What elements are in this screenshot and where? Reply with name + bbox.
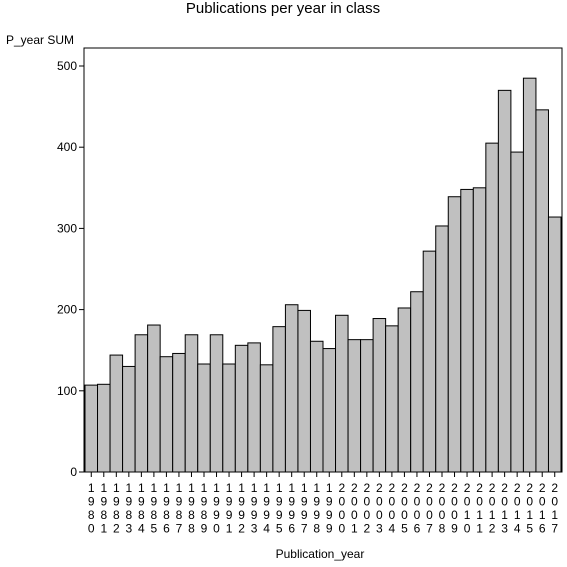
bar-1981 xyxy=(97,383,111,473)
bar-2014 xyxy=(510,151,524,473)
bar-1998 xyxy=(309,340,324,473)
y-axis-label: P_year SUM xyxy=(6,33,74,47)
bar-2013 xyxy=(497,89,512,473)
plot-frame xyxy=(83,47,563,473)
bar-2012 xyxy=(485,142,499,473)
bar-2007 xyxy=(422,250,437,473)
y-tick-label: 400 xyxy=(57,140,77,154)
bar-2008 xyxy=(435,225,449,473)
bar-1991 xyxy=(222,363,236,473)
bar-2003 xyxy=(372,318,387,473)
bar-1980 xyxy=(84,384,99,473)
bar-2015 xyxy=(522,77,537,473)
bar-1990 xyxy=(209,334,224,473)
y-tick-label: 200 xyxy=(57,303,77,317)
bar-2009 xyxy=(447,196,462,473)
bar-1996 xyxy=(284,304,299,473)
bar-1995 xyxy=(272,326,286,473)
bar-1992 xyxy=(234,344,249,473)
y-tick-label: 500 xyxy=(57,59,77,73)
bars-group xyxy=(84,77,562,473)
bar-1982 xyxy=(109,354,124,473)
y-tick-label: 100 xyxy=(57,384,77,398)
chart-title: Publications per year in class xyxy=(186,0,380,17)
y-tick-label: 300 xyxy=(57,221,77,235)
bar-2002 xyxy=(360,339,374,473)
bar-1993 xyxy=(247,342,261,473)
bar-1989 xyxy=(197,363,211,473)
bar-1983 xyxy=(122,365,136,473)
bar-2004 xyxy=(385,325,399,473)
bar-2011 xyxy=(472,187,487,473)
bar-1999 xyxy=(322,348,337,473)
bar-2010 xyxy=(460,188,474,473)
bar-1994 xyxy=(259,364,274,473)
bar-1986 xyxy=(159,356,174,473)
y-tick-label: 0 xyxy=(70,465,77,479)
bar-1988 xyxy=(184,334,199,473)
bar-2000 xyxy=(335,314,349,473)
bar-1997 xyxy=(297,309,311,473)
bar-2005 xyxy=(397,307,412,473)
bar-1987 xyxy=(172,352,186,473)
bar-2001 xyxy=(347,339,362,473)
bar-1985 xyxy=(147,324,161,473)
bar-1984 xyxy=(134,334,149,473)
bar-2017 xyxy=(547,216,562,473)
x-axis-label: Publication_year xyxy=(276,547,365,561)
bar-2016 xyxy=(535,109,549,473)
x-axis: 1 9 8 0 1 9 8 1 1 9 8 2 1 9 8 3 1 9 8 4 1 9 8 5 1 9 8 6 1 9 8 7 1 9 8 8 1 9 8 9… xyxy=(88,472,558,536)
bar-2006 xyxy=(410,291,424,473)
y-axis: 0 100 200 300 400 500 xyxy=(57,59,84,479)
